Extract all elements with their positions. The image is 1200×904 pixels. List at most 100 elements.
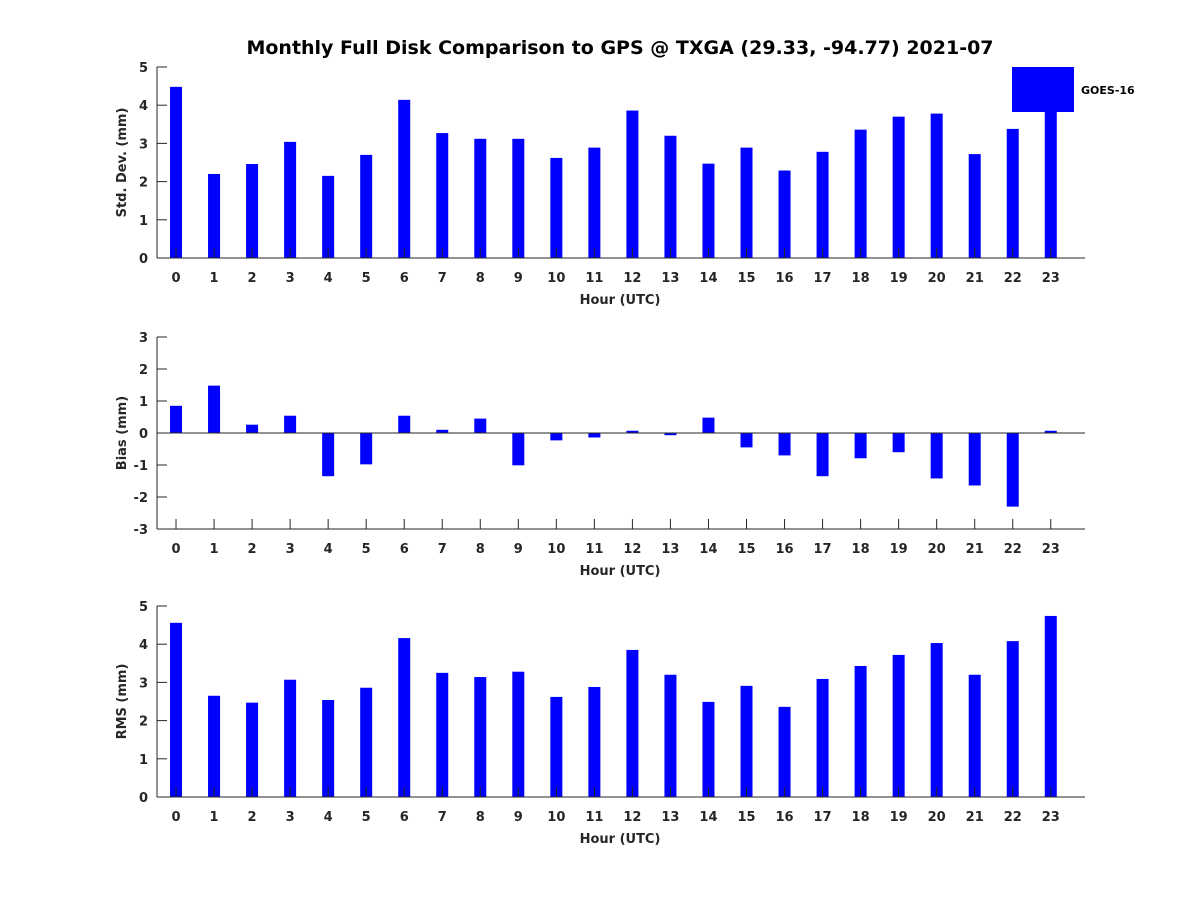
bias-x-tick-label: 7	[438, 542, 447, 557]
bar-bias-hour-7	[436, 429, 449, 433]
bar-std-hour-12	[626, 110, 639, 258]
bias-x-tick-label: 1	[210, 542, 219, 557]
bar-bias-hour-11	[588, 433, 601, 438]
bar-bias-hour-22	[1006, 433, 1019, 507]
bar-std-hour-0	[170, 86, 183, 258]
rms-x-tick-label: 6	[400, 810, 409, 825]
bias-x-tick-label: 14	[699, 542, 717, 557]
std-x-tick-label: 17	[814, 271, 832, 286]
rms-x-tick-label: 16	[775, 810, 793, 825]
bar-bias-hour-9	[512, 433, 525, 466]
rms-x-tick-label: 0	[171, 810, 180, 825]
bar-std-hour-13	[664, 135, 677, 258]
std-x-tick-label: 9	[514, 271, 523, 286]
bar-std-hour-17	[816, 151, 829, 258]
bar-bias-hour-23	[1044, 430, 1057, 433]
bar-bias-hour-3	[284, 415, 297, 433]
bias-x-tick-label: 20	[928, 542, 946, 557]
bar-rms-hour-8	[474, 677, 487, 797]
rms-x-tick-label: 3	[286, 810, 295, 825]
bar-rms-hour-14	[702, 701, 715, 797]
bar-bias-hour-20	[930, 433, 943, 479]
std-x-tick-label: 10	[547, 271, 565, 286]
std-y-tick-label: 5	[139, 61, 148, 76]
bar-rms-hour-13	[664, 674, 677, 797]
bar-bias-hour-6	[398, 415, 411, 433]
std-x-tick-label: 16	[775, 271, 793, 286]
bar-std-hour-22	[1006, 128, 1019, 258]
bar-std-hour-21	[968, 154, 981, 258]
bar-std-hour-20	[930, 113, 943, 258]
legend-swatch-goes-16	[1012, 67, 1074, 112]
rms-y-tick-label: 1	[139, 753, 148, 768]
std-y-tick-label: 3	[139, 137, 148, 152]
rms-y-tick-label: 2	[139, 715, 148, 730]
rms-x-tick-label: 13	[661, 810, 679, 825]
bar-rms-hour-22	[1006, 641, 1019, 797]
std-y-tick-label: 1	[139, 214, 148, 229]
rms-x-axis-label: Hour (UTC)	[580, 832, 661, 847]
rms-x-tick-label: 4	[324, 810, 333, 825]
bias-x-tick-label: 0	[171, 542, 180, 557]
rms-x-tick-label: 20	[928, 810, 946, 825]
rms-x-tick-label: 10	[547, 810, 565, 825]
std-x-tick-label: 14	[699, 271, 717, 286]
bias-x-tick-label: 9	[514, 542, 523, 557]
bar-rms-hour-4	[322, 699, 335, 797]
std-x-tick-label: 6	[400, 271, 409, 286]
bar-rms-hour-15	[740, 685, 753, 797]
rms-x-tick-label: 1	[210, 810, 219, 825]
bias-y-tick-label: -3	[134, 523, 148, 538]
rms-x-tick-label: 19	[890, 810, 908, 825]
bar-std-hour-14	[702, 163, 715, 258]
bar-bias-hour-18	[854, 433, 867, 459]
std-x-tick-label: 22	[1004, 271, 1022, 286]
std-y-tick-label: 0	[139, 252, 148, 267]
std-y-axis-label: Std. Dev. (mm)	[115, 108, 130, 218]
rms-y-tick-label: 0	[139, 791, 148, 806]
bar-bias-hour-1	[208, 385, 221, 433]
std-x-tick-label: 11	[585, 271, 603, 286]
rms-x-tick-label: 12	[623, 810, 641, 825]
bar-bias-hour-10	[550, 433, 563, 441]
bar-std-hour-3	[284, 141, 297, 258]
rms-x-tick-label: 11	[585, 810, 603, 825]
bar-bias-hour-4	[322, 433, 335, 477]
bar-bias-hour-15	[740, 433, 753, 448]
rms-x-tick-label: 22	[1004, 810, 1022, 825]
bar-std-hour-7	[436, 133, 449, 258]
bar-rms-hour-5	[360, 687, 373, 797]
rms-x-tick-label: 5	[362, 810, 371, 825]
bar-std-hour-4	[322, 175, 335, 258]
bar-rms-hour-3	[284, 679, 297, 797]
bias-x-tick-label: 10	[547, 542, 565, 557]
bar-rms-hour-7	[436, 672, 449, 797]
bias-x-tick-label: 18	[852, 542, 870, 557]
bar-bias-hour-8	[474, 418, 487, 433]
bias-x-tick-label: 16	[775, 542, 793, 557]
rms-x-tick-label: 8	[476, 810, 485, 825]
bias-y-tick-label: -2	[134, 491, 148, 506]
bar-std-hour-16	[778, 170, 791, 258]
bar-bias-hour-2	[246, 424, 259, 433]
std-x-tick-label: 13	[661, 271, 679, 286]
bar-rms-hour-0	[170, 622, 183, 797]
rms-x-tick-label: 7	[438, 810, 447, 825]
std-x-tick-label: 0	[171, 271, 180, 286]
rms-y-tick-label: 4	[139, 638, 148, 653]
bias-x-tick-label: 2	[248, 542, 257, 557]
bar-rms-hour-17	[816, 678, 829, 797]
bar-rms-hour-18	[854, 665, 867, 797]
bar-bias-hour-19	[892, 433, 905, 453]
bar-std-hour-18	[854, 129, 867, 258]
bias-y-tick-label: 3	[139, 331, 148, 346]
bias-x-axis-label: Hour (UTC)	[580, 564, 661, 579]
bar-rms-hour-23	[1044, 615, 1057, 797]
bar-bias-hour-0	[170, 405, 183, 433]
bar-rms-hour-21	[968, 674, 981, 797]
bias-x-tick-label: 5	[362, 542, 371, 557]
bar-bias-hour-17	[816, 433, 829, 477]
bar-std-hour-2	[246, 164, 259, 258]
bias-x-tick-label: 6	[400, 542, 409, 557]
